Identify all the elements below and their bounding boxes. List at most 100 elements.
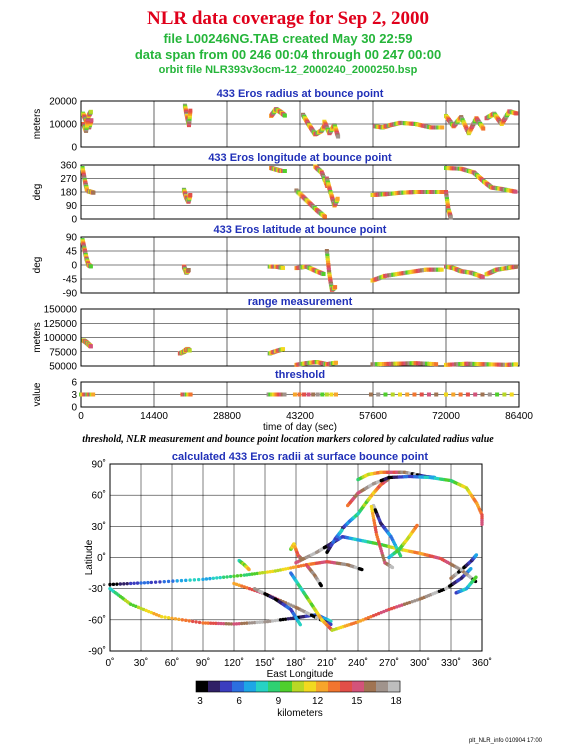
data-marker [397,392,402,397]
data-point [142,581,147,585]
data-marker [405,270,410,275]
y-tick-label: 45 [66,247,78,258]
data-marker [480,274,485,279]
data-marker [370,362,375,367]
data-marker [492,362,497,367]
data-point [158,580,162,584]
colorbar-swatch [292,681,305,692]
data-point [136,605,141,610]
data-marker [451,392,456,397]
data-marker [315,392,320,397]
data-point [139,606,143,611]
data-marker [452,362,457,367]
y-tick-label: 0 [71,215,77,226]
x-tick-label: 120˚ [224,657,244,669]
data-point [263,570,267,575]
data-point [283,617,288,621]
data-point [118,582,123,586]
data-marker [281,265,286,270]
data-marker [411,269,416,274]
data-point [329,622,333,627]
data-point [410,599,414,604]
data-marker [446,362,451,367]
y-tick-label: 0˚ [97,552,106,564]
data-marker [186,267,191,272]
data-point [209,621,213,625]
data-marker [439,267,444,272]
panel-title: threshold [275,369,325,381]
data-marker [320,392,325,397]
data-marker [494,362,499,367]
data-marker [454,362,459,367]
data-marker [297,392,302,397]
data-point [242,573,247,577]
data-marker [377,362,382,367]
data-point [286,566,290,571]
data-marker [379,362,384,367]
data-marker [376,392,381,397]
data-marker [429,361,434,366]
data-point [392,606,396,610]
data-point [247,586,252,591]
data-marker [375,362,380,367]
y-tick-label: -90˚ [88,646,106,658]
data-marker [420,361,425,366]
data-marker [188,108,193,113]
data-marker [440,190,445,194]
data-point [361,618,365,622]
data-marker [427,361,432,366]
colorbar-swatch [304,681,317,692]
data-point [184,618,188,623]
data-point [413,599,417,603]
data-marker [448,215,453,220]
data-marker [458,362,463,367]
data-point [135,581,140,585]
data-marker [326,267,331,272]
data-point [216,621,221,626]
data-point [258,620,262,624]
colorbar-swatch [280,681,293,692]
data-point [242,585,247,589]
y-tick-label: 125000 [44,319,78,330]
data-point [271,619,275,623]
y-tick-label: 360 [60,161,77,172]
colorbar-swatch [376,681,389,692]
data-point [201,577,205,582]
y-tick-label: 270 [60,174,77,185]
data-marker [383,273,388,278]
data-point [179,578,184,583]
data-point [208,576,212,581]
data-point [239,573,243,578]
data-point [278,618,283,622]
data-marker [387,273,392,278]
data-point [291,604,296,608]
x-axis-label: East Longitude [267,669,334,680]
y-axis-label: deg [32,184,43,201]
data-point [240,584,244,588]
data-marker [325,251,330,256]
data-marker [395,361,400,366]
x-tick-label: 57600 [359,411,387,422]
data-marker [324,392,329,397]
data-marker [498,362,503,367]
data-marker [456,362,461,367]
data-marker [326,260,331,265]
data-point [180,618,185,622]
data-marker [188,392,193,397]
data-point [197,620,202,625]
data-marker [324,249,329,253]
data-point [250,587,254,592]
data-point [177,617,181,622]
x-tick-label: 60˚ [165,657,179,669]
data-point [405,601,409,606]
data-marker [419,392,424,397]
colorbar-tick-label: 15 [351,696,363,707]
data-point [115,582,119,586]
data-point [387,607,391,612]
y-tick-label: 90˚ [92,459,106,471]
data-marker [384,361,389,366]
data-marker [490,362,495,367]
data-marker [399,271,404,276]
data-marker [333,392,338,397]
data-point [389,606,394,611]
